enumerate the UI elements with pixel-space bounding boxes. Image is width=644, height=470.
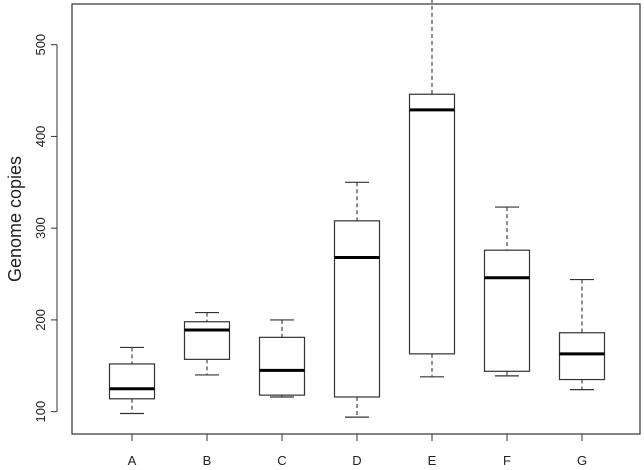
x-tick-label-C: C	[277, 453, 286, 468]
x-axis: A B C D E F G	[128, 433, 587, 468]
x-tick-label-F: F	[503, 453, 511, 468]
iqr-box-F	[483, 249, 531, 372]
y-axis: 100 200 300 400 500	[33, 34, 58, 423]
iqr-box-E	[408, 93, 456, 355]
y-tick-label-2: 300	[33, 217, 48, 239]
y-tick-label-1: 200	[33, 309, 48, 331]
box-C	[258, 319, 306, 398]
box-B	[183, 311, 231, 376]
iqr-box-C	[258, 336, 306, 396]
box-F	[483, 206, 531, 377]
iqr-box-G	[558, 332, 606, 381]
x-tick-label-G: G	[577, 453, 587, 468]
y-tick-label-0: 100	[33, 401, 48, 423]
x-tick-label-A: A	[128, 453, 137, 468]
boxes	[108, 0, 606, 418]
box-A	[108, 346, 156, 415]
iqr-box-B	[183, 321, 231, 360]
iqr-box-A	[108, 363, 156, 400]
y-tick-label-3: 400	[33, 126, 48, 148]
x-tick-label-E: E	[428, 453, 437, 468]
box-D	[333, 181, 381, 418]
y-axis-label: Genome copies	[5, 156, 25, 282]
y-tick-label-4: 500	[33, 34, 48, 56]
box-E	[408, 0, 456, 378]
x-tick-label-D: D	[352, 453, 361, 468]
box-G	[558, 278, 606, 391]
iqr-box-D	[333, 220, 381, 398]
x-tick-label-B: B	[203, 453, 212, 468]
